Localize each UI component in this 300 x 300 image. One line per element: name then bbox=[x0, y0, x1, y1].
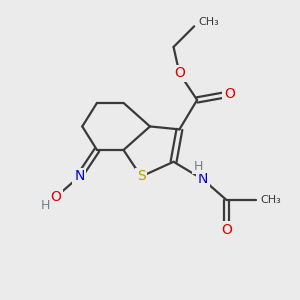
Text: H: H bbox=[41, 200, 50, 212]
Text: N: N bbox=[198, 172, 208, 186]
Text: CH₃: CH₃ bbox=[199, 17, 219, 27]
Text: O: O bbox=[50, 190, 61, 204]
Text: O: O bbox=[174, 66, 185, 80]
Text: O: O bbox=[224, 87, 235, 101]
Text: H: H bbox=[194, 160, 203, 173]
Text: O: O bbox=[221, 223, 232, 236]
Text: S: S bbox=[137, 169, 146, 184]
Text: CH₃: CH₃ bbox=[260, 195, 281, 205]
Text: N: N bbox=[74, 169, 85, 184]
